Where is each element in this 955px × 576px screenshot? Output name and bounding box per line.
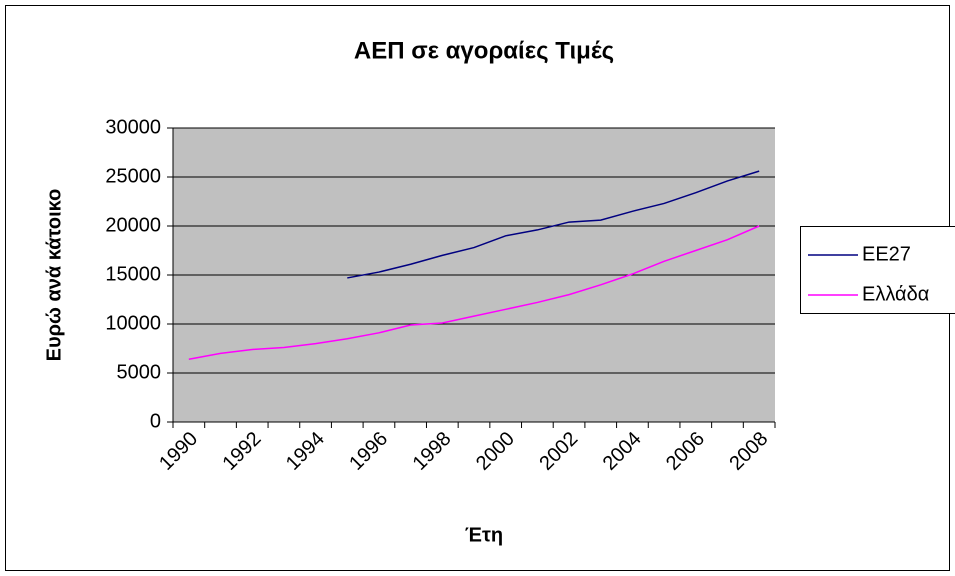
series-line xyxy=(347,170,760,279)
y-tick-label: 25000 xyxy=(105,165,161,187)
y-tick-label: 5000 xyxy=(117,361,162,383)
y-tick-label: 30000 xyxy=(105,116,161,138)
x-axis-label: Έτη xyxy=(465,524,503,546)
chart-title: ΑΕΠ σε αγοραίες Τιμές xyxy=(354,37,614,64)
legend-label: Ελλάδα xyxy=(862,283,929,305)
legend-label: ΕΕ27 xyxy=(862,243,911,265)
legend xyxy=(800,226,955,314)
y-axis-label: Ευρώ ανά κάτοικο xyxy=(43,189,65,362)
y-tick-label: 15000 xyxy=(105,263,161,285)
series-line xyxy=(188,225,760,361)
y-tick-label: 20000 xyxy=(105,214,161,236)
y-tick-label: 0 xyxy=(150,410,161,432)
y-tick-label: 10000 xyxy=(105,312,161,334)
